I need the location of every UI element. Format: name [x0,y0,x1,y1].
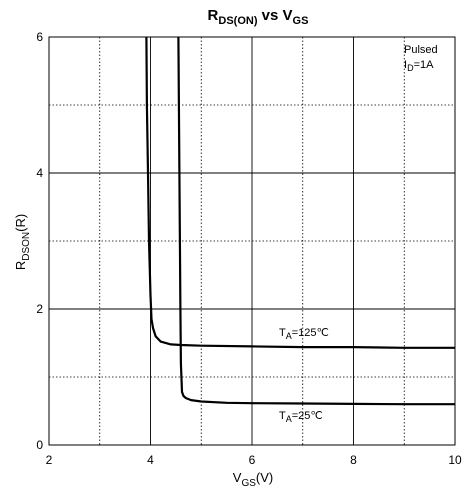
series-label-125c: TA=125℃ [279,327,329,341]
x-tick-label: 4 [147,453,154,467]
y-tick-label: 4 [36,166,43,180]
y-tick-label: 2 [36,302,43,316]
y-tick-label: 6 [36,30,43,44]
plot-frame [48,36,456,446]
y-axis-label: RDSON(R) [13,214,32,270]
series-label-25c: TA=25℃ [279,410,323,424]
series-line-125c [145,36,455,349]
x-axis-label: VGS(V) [233,470,273,489]
x-tick-label: 6 [249,453,256,467]
annotation-drain-current: ID=1A [404,59,434,73]
y-tick-label: 0 [36,438,43,452]
annotation-pulsed: Pulsed [404,44,438,56]
x-tick-label: 2 [46,453,53,467]
x-tick-label: 8 [350,453,357,467]
chart-title: RDS(ON) vs VGS [208,7,309,27]
series [145,36,455,406]
grid [49,37,455,445]
x-tick-label: 10 [448,453,462,467]
series-line-25c [177,36,455,406]
